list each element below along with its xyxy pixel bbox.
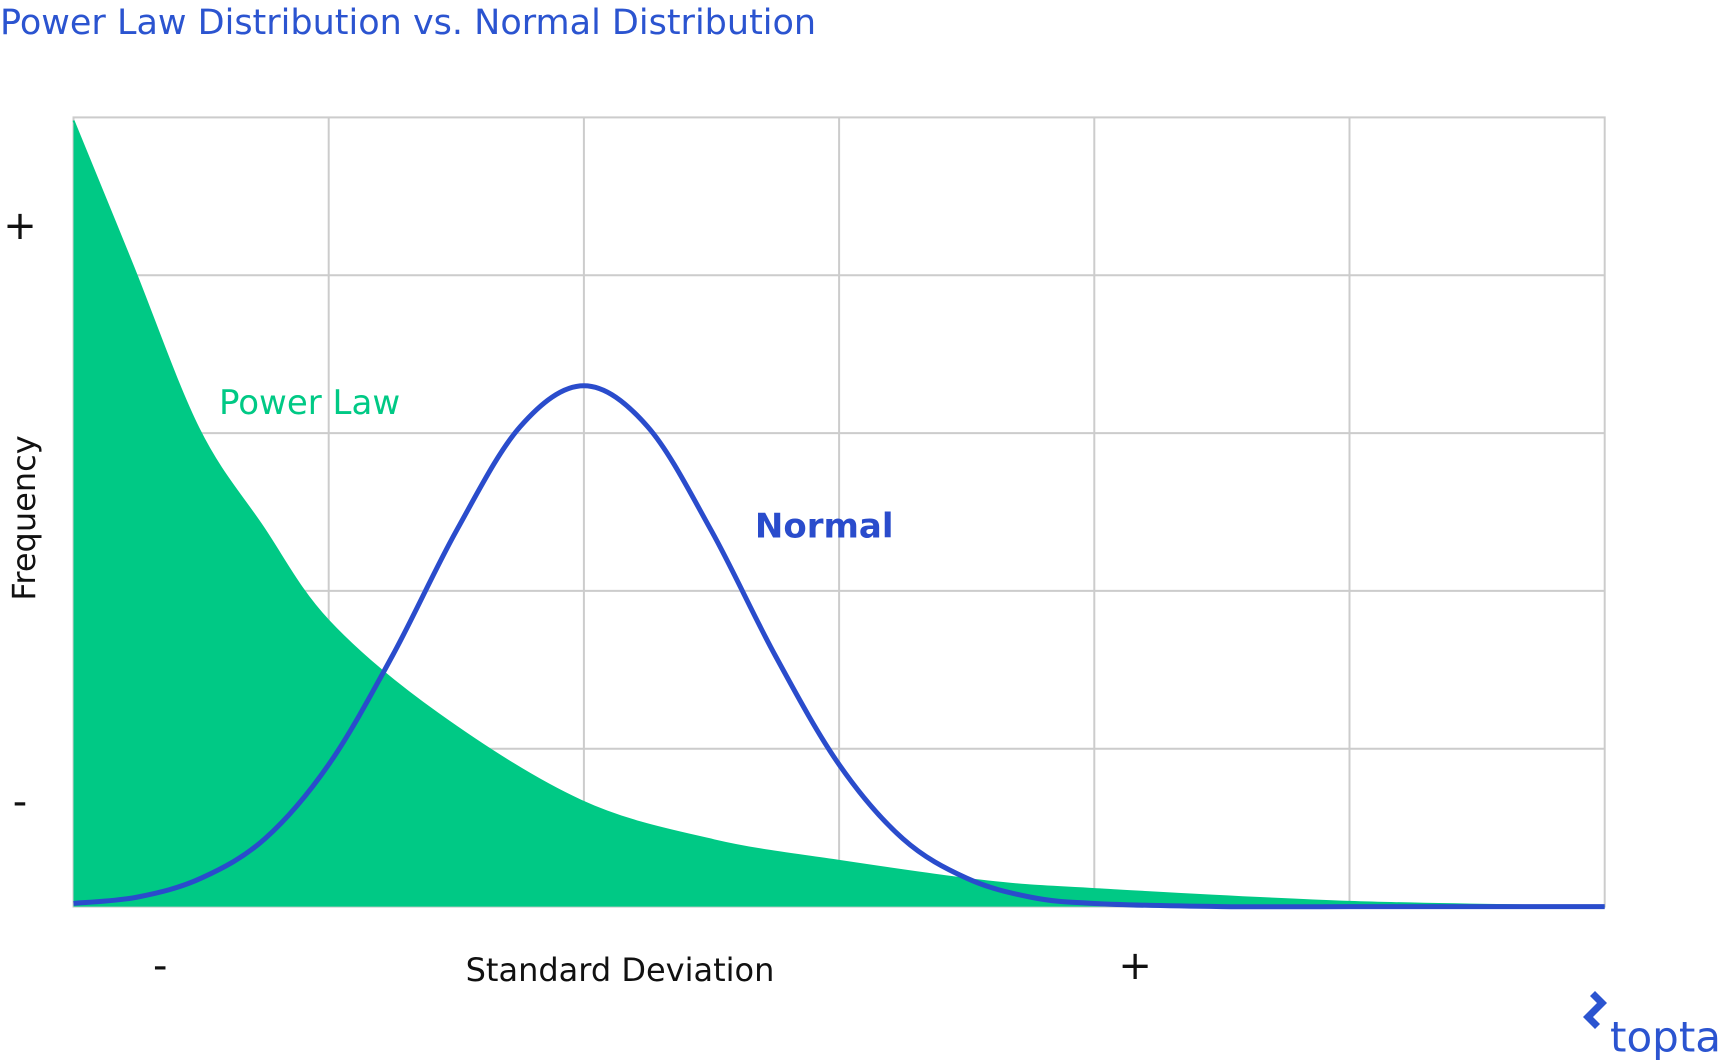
logo-icon <box>1583 991 1607 1029</box>
area-edge <box>72 120 1605 908</box>
chart-title: Power Law Distribution vs. Normal Distri… <box>0 3 816 43</box>
x-tick-label: + <box>1118 943 1152 989</box>
line <box>73 383 1605 910</box>
logo-text: toptal <box>1610 1013 1721 1062</box>
series-label: Power Law <box>219 383 400 423</box>
series-label: Normal <box>755 506 894 546</box>
logo: toptal <box>1583 991 1721 1062</box>
y-tick-label: - <box>13 779 27 825</box>
area-fill <box>73 120 1605 907</box>
y-axis-label: Frequency <box>5 435 43 600</box>
x-axis-label: Standard Deviation <box>466 951 775 989</box>
x-tick-label: - <box>153 943 167 989</box>
y-tick-label: + <box>3 203 37 249</box>
